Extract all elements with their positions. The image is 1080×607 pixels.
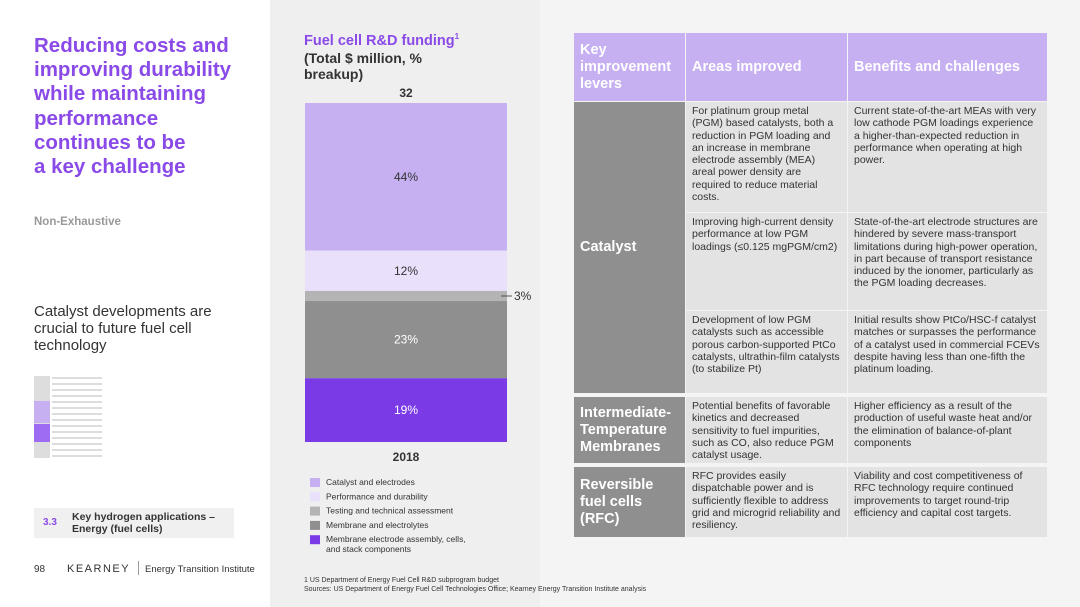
body-cell: Higher efficiency as a result of the pro… — [848, 397, 1047, 463]
value-label: 12% — [394, 264, 418, 278]
header-cell: Key improvement levers — [574, 33, 685, 101]
chart: 44% Catalyst and electrodes 12% Performance… — [305, 86, 532, 554]
footnotes: 1 US Department of Energy Fuel Cell R&D … — [304, 576, 646, 594]
legend-line: and stack components — [326, 544, 411, 554]
category-label: 2018 — [393, 450, 420, 464]
bar-segment — [305, 290, 507, 302]
value-label: 3% — [514, 289, 532, 303]
lever-cell: Catalyst — [574, 102, 685, 393]
section-box — [34, 508, 234, 538]
section-number: 3.3 — [43, 517, 57, 528]
header-cell: Benefits and challenges — [848, 33, 1047, 101]
title-line: continues to be — [34, 130, 186, 154]
footnote: Sources: US Department of Energy Fuel Ce… — [304, 586, 647, 593]
body-cell: RFC provides easily dispatchable power a… — [686, 467, 847, 537]
chart-title-text: Fuel cell R&D funding — [304, 32, 455, 49]
bar-segment — [305, 250, 507, 291]
subtitle: Catalyst developments are crucial to fut… — [34, 303, 212, 354]
legend-swatch — [310, 478, 320, 487]
chart-title: Fuel cell R&D funding1 — [304, 32, 459, 49]
body-cell: Improving high-current density performan… — [686, 213, 847, 310]
title-line: Reducing costs and — [34, 34, 229, 57]
thumbnail-icon — [34, 376, 102, 458]
title-line: performance — [34, 106, 159, 130]
page-number: 98 — [34, 564, 46, 575]
institute: Energy Transition Institute — [145, 564, 255, 575]
body-cell: Current state-of-the-art MEAs with very … — [848, 102, 1047, 212]
body-cell: Development of low PGM catalysts such as… — [686, 311, 847, 393]
body-cell: Potential benefits of favorable kinetics… — [686, 397, 847, 463]
slide-title: Reducing costs and improving durability wh… — [34, 34, 231, 179]
value-label: 44% — [394, 170, 418, 184]
chart-subtitle: (Total $ million, % breakup) — [304, 50, 422, 82]
lever-cell: Reversible fuel cells (RFC) — [574, 467, 685, 537]
footnote: 1 US Department of Energy Fuel Cell R&D … — [304, 577, 499, 584]
bar-segment — [305, 103, 507, 251]
legend-label: Membrane electrode assembly, cells, and s… — [326, 534, 466, 554]
legend-swatch — [310, 535, 320, 545]
body-cell: State-of-the-art electrode structures ar… — [848, 213, 1047, 310]
brand: KEARNEY — [67, 563, 131, 575]
legend-label: Membrane and electrolytes — [326, 520, 429, 530]
divider — [138, 561, 139, 575]
title-line: a key challenge — [34, 155, 186, 179]
section-title: Key hydrogen applications – Energy (fuel… — [72, 511, 215, 535]
body-cell: For platinum group metal (PGM) based cat… — [686, 102, 847, 212]
legend-line: Membrane electrode assembly, cells, — [326, 534, 466, 544]
tag: Non-Exhaustive — [34, 216, 121, 228]
legend-label: Testing and technical assessment — [326, 506, 454, 516]
bar-segment — [305, 301, 507, 379]
value-label: 23% — [394, 333, 418, 347]
body-cell: Viability and cost competitiveness of RF… — [848, 467, 1047, 537]
header-cell: Areas improved — [686, 33, 847, 101]
legend-label: Performance and durability — [326, 491, 428, 501]
total-label: 32 — [399, 86, 413, 100]
legend-swatch — [310, 506, 320, 516]
bar-segment — [305, 378, 507, 442]
title-note: 1 — [454, 32, 460, 41]
title-line: improving durability — [34, 58, 232, 82]
legend-swatch — [310, 492, 320, 502]
body-cell: Initial results show PtCo/HSC-f catalyst… — [848, 311, 1047, 393]
value-label: 19% — [394, 403, 418, 417]
lever-cell: Intermediate-Temperature Membranes — [574, 397, 685, 463]
legend-label: Catalyst and electrodes — [326, 477, 415, 487]
title-line: while maintaining — [34, 82, 206, 106]
legend-swatch — [310, 520, 320, 530]
